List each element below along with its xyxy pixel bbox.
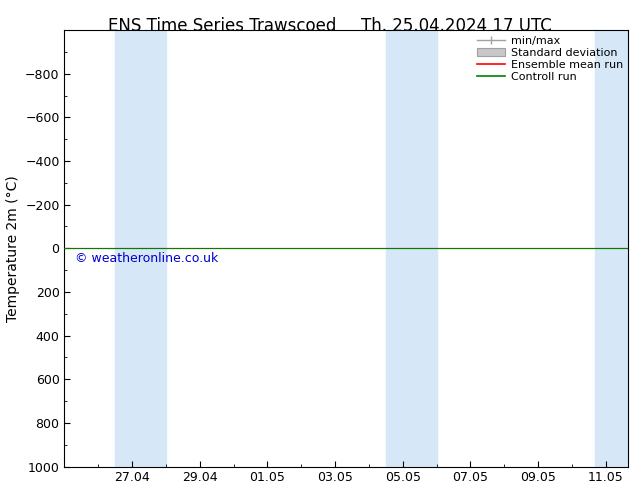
Bar <box>595 30 628 466</box>
Legend: min/max, Standard deviation, Ensemble mean run, Controll run: min/max, Standard deviation, Ensemble me… <box>475 33 625 84</box>
Text: © weatheronline.co.uk: © weatheronline.co.uk <box>75 251 218 265</box>
Text: ENS Time Series Trawscoed: ENS Time Series Trawscoed <box>108 17 336 35</box>
Text: Th. 25.04.2024 17 UTC: Th. 25.04.2024 17 UTC <box>361 17 552 35</box>
Bar <box>115 30 166 466</box>
Bar <box>386 30 437 466</box>
Y-axis label: Temperature 2m (°C): Temperature 2m (°C) <box>6 175 20 322</box>
